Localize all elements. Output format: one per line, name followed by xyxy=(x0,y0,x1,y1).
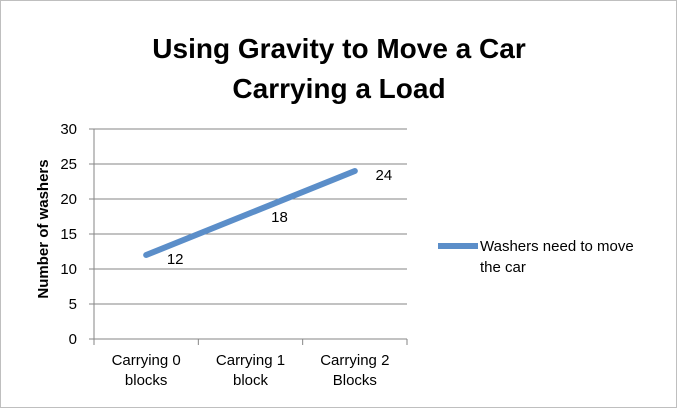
y-axis-title: Number of washers xyxy=(35,159,52,298)
legend: Washers need to move the car xyxy=(438,238,634,276)
y-axis-label: Number of washers xyxy=(35,159,52,298)
x-category-labels: Carrying 0 blocks Carrying 1 block Carrying … xyxy=(112,352,390,389)
gridlines xyxy=(94,128,407,305)
y-tick-label-10: 10 xyxy=(60,261,77,278)
y-tick-labels: 0 5 10 15 20 25 30 xyxy=(60,121,77,348)
axes xyxy=(89,128,408,345)
x-category-label-3-line-2: Blocks xyxy=(333,372,377,389)
series-lines xyxy=(143,168,358,258)
y-tick-label-30: 30 xyxy=(60,121,77,138)
chart-title-line-2: Carrying a Load xyxy=(232,73,445,104)
x-category-label-3-line-1: Carrying 2 xyxy=(320,352,389,369)
legend-label-line-1: Washers need to move xyxy=(480,238,634,255)
x-category-label-1-line-1: Carrying 0 xyxy=(112,352,181,369)
y-tick-label-15: 15 xyxy=(60,226,77,243)
y-tick-label-20: 20 xyxy=(60,191,77,208)
data-labels: 12 18 24 xyxy=(167,167,392,268)
y-tick-label-0: 0 xyxy=(69,331,77,348)
chart-title-line-1: Using Gravity to Move a Car xyxy=(152,33,526,64)
chart-title: Using Gravity to Move a Car Carrying a Lo… xyxy=(152,33,526,104)
y-tick-label-25: 25 xyxy=(60,156,77,173)
x-category-label-2-line-1: Carrying 1 xyxy=(216,352,285,369)
data-label-1: 12 xyxy=(167,251,184,268)
data-label-3: 24 xyxy=(375,167,392,184)
x-category-label-1-line-2: blocks xyxy=(125,372,168,389)
data-label-2: 18 xyxy=(271,209,288,226)
x-category-label-2-line-2: block xyxy=(233,372,269,389)
legend-label-line-2: the car xyxy=(480,259,526,276)
y-tick-label-5: 5 xyxy=(69,296,77,313)
